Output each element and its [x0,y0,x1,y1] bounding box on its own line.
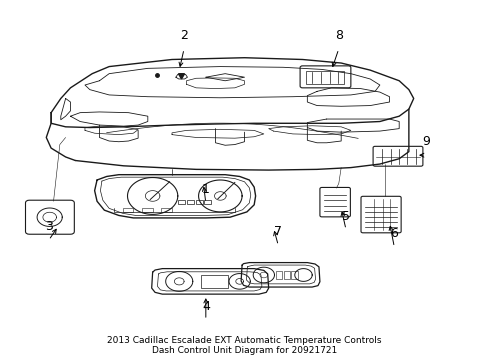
Text: 2013 Cadillac Escalade EXT Automatic Temperature Controls: 2013 Cadillac Escalade EXT Automatic Tem… [107,336,381,345]
Text: 3: 3 [45,220,53,233]
Text: 8: 8 [334,29,342,42]
Bar [291,271,297,279]
Bar [122,208,133,212]
Bar [201,275,227,288]
Text: 4: 4 [202,300,209,313]
Bar [283,271,289,279]
Bar [178,200,184,204]
Text: 1: 1 [202,183,209,196]
Bar [187,200,194,204]
Bar [161,208,172,212]
Text: 6: 6 [389,227,398,240]
Text: 5: 5 [341,210,349,222]
Text: 7: 7 [274,225,282,238]
Bar [142,208,152,212]
Bar [204,200,211,204]
Bar [196,200,203,204]
Bar [275,271,282,279]
Bar [306,71,344,84]
Text: 9: 9 [421,135,429,148]
Text: Dash Control Unit Diagram for 20921721: Dash Control Unit Diagram for 20921721 [152,346,336,355]
Text: 2: 2 [180,29,187,42]
